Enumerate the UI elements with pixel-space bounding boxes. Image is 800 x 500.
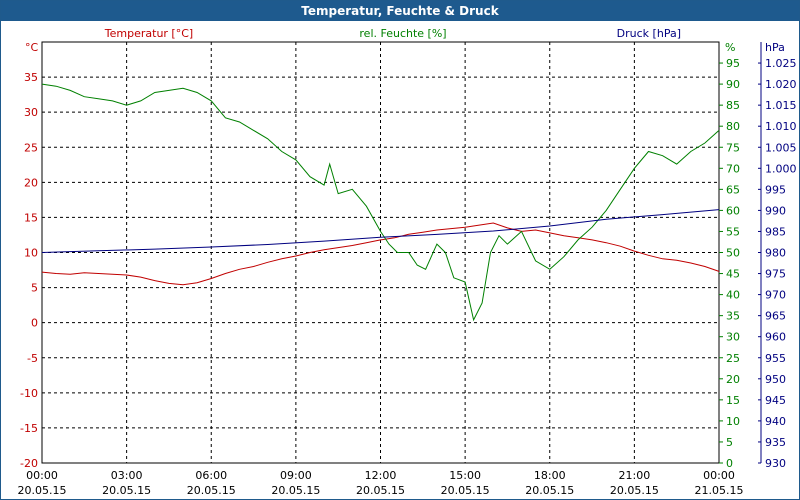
pressure-tick-label: 995 bbox=[765, 183, 786, 196]
humidity-tick-label: 35 bbox=[726, 310, 740, 323]
temperature-tick-label: 20 bbox=[24, 176, 38, 189]
series-line-pressure bbox=[41, 209, 720, 253]
temperature-tick-label: -15 bbox=[20, 422, 38, 435]
temperature-axis-label: Temperatur [°C] bbox=[104, 27, 193, 40]
humidity-tick-label: 0 bbox=[726, 457, 733, 470]
pressure-tick-label: 1.020 bbox=[765, 78, 797, 91]
humidity-tick-label: 95 bbox=[726, 57, 740, 70]
humidity-tick-label: 40 bbox=[726, 289, 740, 302]
humidity-tick-label: 45 bbox=[726, 268, 740, 281]
temperature-tick-label: -5 bbox=[27, 352, 38, 365]
pressure-axis-label: Druck [hPa] bbox=[617, 27, 681, 40]
x-tick-date-label: 20.05.15 bbox=[18, 484, 67, 497]
x-tick-date-label: 20.05.15 bbox=[356, 484, 405, 497]
x-tick-time-label: 03:00 bbox=[111, 469, 143, 482]
humidity-tick-label: 55 bbox=[726, 225, 740, 238]
x-tick-date-label: 20.05.15 bbox=[271, 484, 320, 497]
x-tick-time-label: 00:00 bbox=[26, 469, 58, 482]
temperature-tick-label: 35 bbox=[24, 71, 38, 84]
x-tick-date-label: 20.05.15 bbox=[610, 484, 659, 497]
pressure-tick-label: 940 bbox=[765, 415, 786, 428]
pressure-tick-label: 1.025 bbox=[765, 57, 797, 70]
pressure-unit-label: hPa bbox=[765, 41, 785, 54]
x-tick-time-label: 15:00 bbox=[449, 469, 481, 482]
x-tick-time-label: 06:00 bbox=[195, 469, 227, 482]
x-tick-time-label: 00:00 bbox=[703, 469, 735, 482]
temperature-tick-label: 5 bbox=[31, 282, 38, 295]
x-tick-time-label: 18:00 bbox=[534, 469, 566, 482]
pressure-tick-label: 1.000 bbox=[765, 162, 797, 175]
humidity-tick-label: 10 bbox=[726, 415, 740, 428]
x-tick-date-label: 20.05.15 bbox=[525, 484, 574, 497]
pressure-tick-label: 985 bbox=[765, 225, 786, 238]
pressure-tick-label: 980 bbox=[765, 247, 786, 260]
temperature-tick-label: 0 bbox=[31, 317, 38, 330]
humidity-tick-label: 65 bbox=[726, 183, 740, 196]
temperature-tick-label: -10 bbox=[20, 387, 38, 400]
temperature-tick-label: -20 bbox=[20, 457, 38, 470]
humidity-axis-label: rel. Feuchte [%] bbox=[359, 27, 446, 40]
humidity-tick-label: 25 bbox=[726, 352, 740, 365]
temperature-tick-label: 30 bbox=[24, 106, 38, 119]
pressure-tick-label: 990 bbox=[765, 204, 786, 217]
humidity-tick-label: 75 bbox=[726, 141, 740, 154]
x-tick-date-label: 21.05.15 bbox=[695, 484, 744, 497]
x-tick-time-label: 09:00 bbox=[280, 469, 312, 482]
humidity-tick-label: 15 bbox=[726, 394, 740, 407]
temperature-tick-label: 25 bbox=[24, 141, 38, 154]
humidity-tick-label: 5 bbox=[726, 436, 733, 449]
pressure-tick-label: 950 bbox=[765, 373, 786, 386]
pressure-tick-label: 1.005 bbox=[765, 141, 797, 154]
humidity-tick-label: 60 bbox=[726, 204, 740, 217]
pressure-tick-label: 1.010 bbox=[765, 120, 797, 133]
pressure-tick-label: 965 bbox=[765, 310, 786, 323]
pressure-tick-label: 945 bbox=[765, 394, 786, 407]
x-tick-date-label: 20.05.15 bbox=[187, 484, 236, 497]
humidity-tick-label: 85 bbox=[726, 99, 740, 112]
humidity-tick-label: 90 bbox=[726, 78, 740, 91]
chart-title: Temperatur, Feuchte & Druck bbox=[1, 1, 799, 21]
pressure-tick-label: 960 bbox=[765, 331, 786, 344]
x-tick-time-label: 12:00 bbox=[365, 469, 397, 482]
humidity-tick-label: 30 bbox=[726, 331, 740, 344]
series-line-humidity bbox=[41, 83, 720, 322]
humidity-unit-label: % bbox=[725, 41, 735, 54]
x-tick-date-label: 20.05.15 bbox=[102, 484, 151, 497]
temperature-tick-label: 15 bbox=[24, 211, 38, 224]
pressure-tick-label: 970 bbox=[765, 289, 786, 302]
pressure-tick-label: 1.015 bbox=[765, 99, 797, 112]
x-tick-time-label: 21:00 bbox=[619, 469, 651, 482]
temperature-unit-label: °C bbox=[25, 41, 39, 54]
series-line-temperature bbox=[41, 222, 720, 286]
pressure-tick-label: 930 bbox=[765, 457, 786, 470]
pressure-tick-label: 955 bbox=[765, 352, 786, 365]
pressure-tick-label: 975 bbox=[765, 268, 786, 281]
humidity-tick-label: 70 bbox=[726, 162, 740, 175]
temperature-tick-label: 10 bbox=[24, 247, 38, 260]
x-tick-date-label: 20.05.15 bbox=[441, 484, 490, 497]
humidity-tick-label: 20 bbox=[726, 373, 740, 386]
pressure-tick-label: 935 bbox=[765, 436, 786, 449]
humidity-tick-label: 50 bbox=[726, 247, 740, 260]
humidity-tick-label: 80 bbox=[726, 120, 740, 133]
